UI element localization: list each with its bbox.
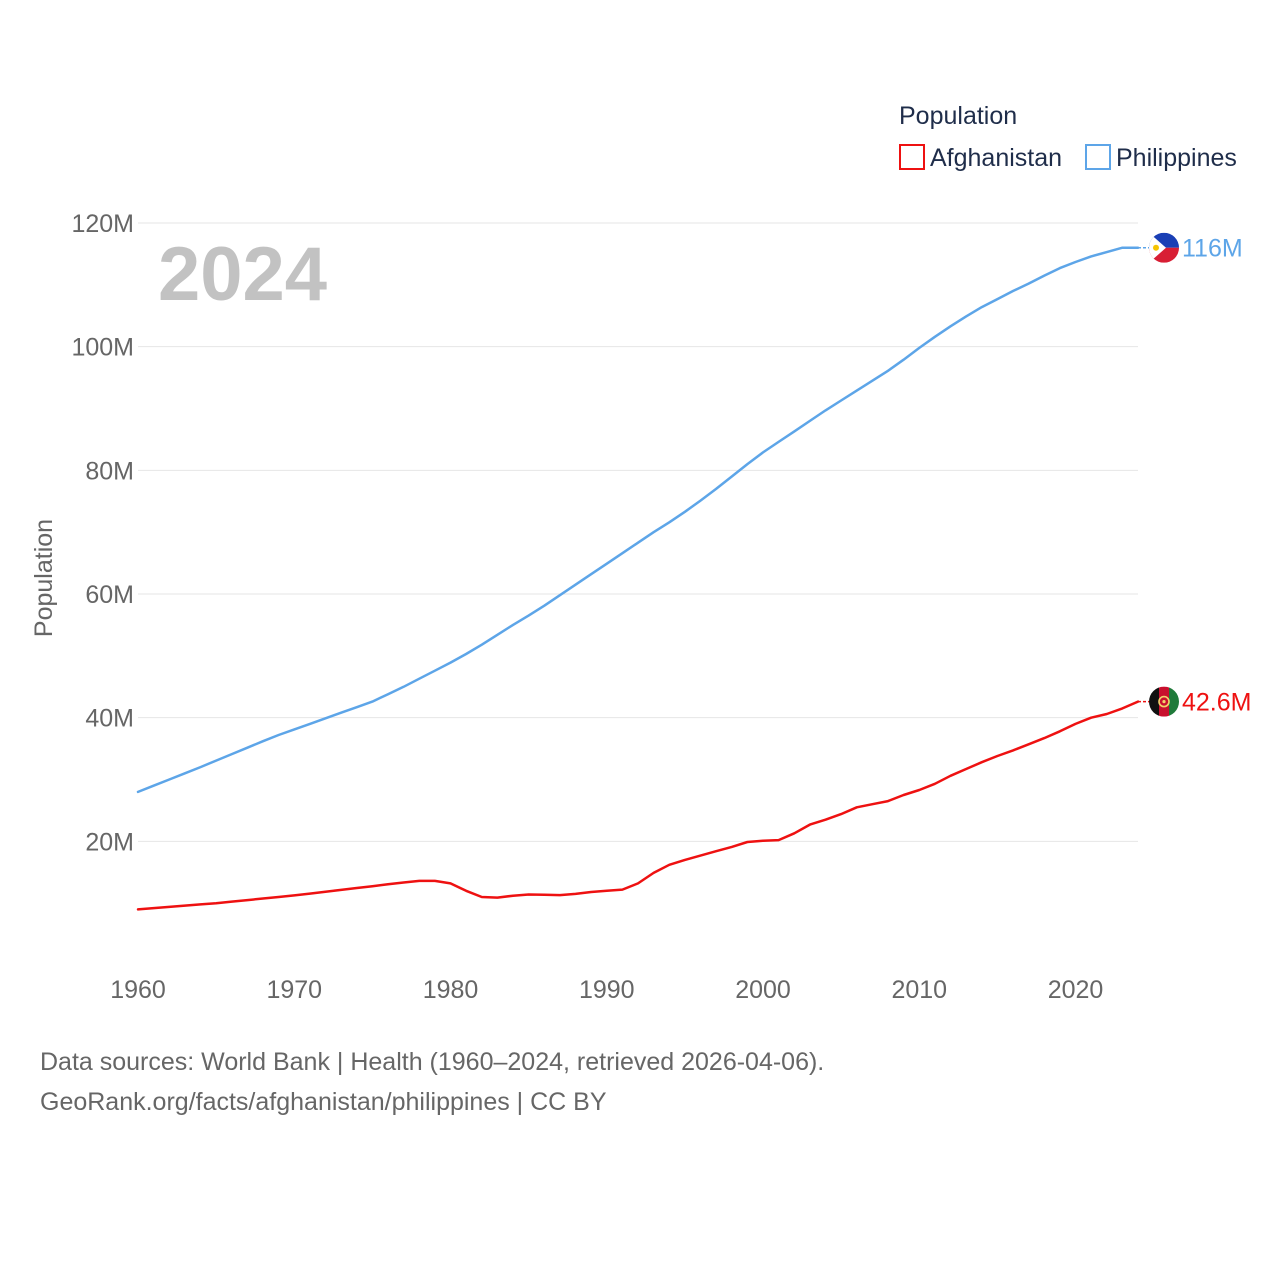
legend-swatch-philippines[interactable]: [1085, 144, 1111, 170]
credit-link[interactable]: GeoRank.org/facts/afghanistan/philippine…: [40, 1088, 607, 1116]
y-tick-label: 40M: [85, 705, 134, 733]
y-axis-ticks: 20M 40M 60M 80M 100M 120M: [71, 210, 134, 856]
population-chart: 20M 40M 60M 80M 100M 120M 1960 1970 1980 1990 200…: [30, 102, 1251, 1004]
legend: Population Afghanistan Philippines: [899, 102, 1237, 172]
x-tick-label: 1990: [579, 976, 635, 1004]
x-tick-label: 2010: [891, 976, 947, 1004]
y-tick-label: 120M: [71, 210, 134, 238]
end-value-label-afghanistan: 42.6M: [1182, 689, 1251, 717]
legend-swatch-afghanistan[interactable]: [899, 144, 925, 170]
footer: Data sources: World Bank | Health (1960–…: [40, 1042, 824, 1122]
gridlines: [138, 222, 1138, 842]
year-label: 2024: [158, 232, 327, 317]
legend-label-philippines[interactable]: Philippines: [1116, 144, 1237, 172]
x-tick-label: 2000: [735, 976, 791, 1004]
y-axis-title: Population: [30, 519, 58, 637]
y-tick-label: 100M: [71, 334, 134, 362]
y-tick-label: 20M: [85, 828, 134, 856]
y-tick-label: 80M: [85, 457, 134, 485]
data-sources-text: Data sources: World Bank | Health (1960–…: [40, 1048, 825, 1076]
x-tick-label: 1960: [110, 976, 166, 1004]
end-markers: 42.6M 116M: [1138, 232, 1251, 717]
x-tick-label: 2020: [1048, 976, 1104, 1004]
end-value-label-philippines: 116M: [1182, 235, 1243, 263]
x-tick-label: 1970: [266, 976, 322, 1004]
series-lines: [136, 246, 1140, 911]
x-axis-ticks: 1960 1970 1980 1990 2000 2010 2020: [110, 976, 1103, 1004]
philippines-flag-icon: [1149, 232, 1179, 263]
afghanistan-flag-icon: [1149, 686, 1179, 717]
legend-title: Population: [899, 102, 1017, 130]
legend-label-afghanistan[interactable]: Afghanistan: [930, 144, 1062, 172]
series-line-afghanistan[interactable]: [136, 700, 1140, 911]
x-tick-label: 1980: [423, 976, 479, 1004]
y-tick-label: 60M: [85, 581, 134, 609]
series-line-philippines[interactable]: [136, 246, 1140, 794]
